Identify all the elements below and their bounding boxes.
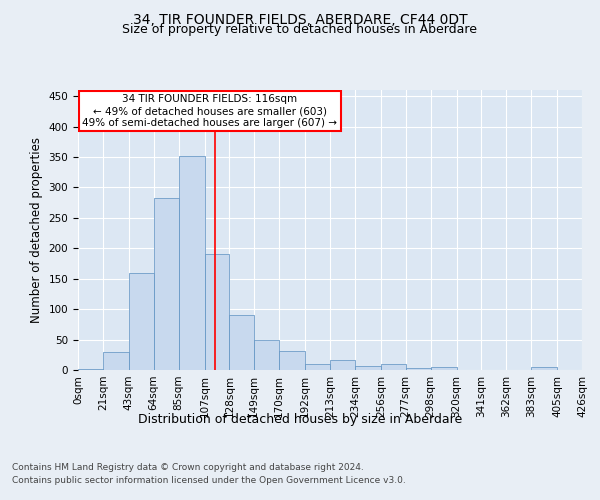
Text: Contains HM Land Registry data © Crown copyright and database right 2024.: Contains HM Land Registry data © Crown c… [12, 462, 364, 471]
Bar [279, 351, 305, 370]
Text: 34, TIR FOUNDER FIELDS, ABERDARE, CF44 0DT: 34, TIR FOUNDER FIELDS, ABERDARE, CF44 0… [133, 12, 467, 26]
Bar [254, 340, 279, 370]
Bar [79, 91, 341, 132]
Text: Size of property relative to detached houses in Aberdare: Size of property relative to detached ho… [122, 22, 478, 36]
Text: Contains public sector information licensed under the Open Government Licence v3: Contains public sector information licen… [12, 476, 406, 485]
Bar [330, 360, 355, 370]
Bar [381, 364, 406, 370]
Text: Distribution of detached houses by size in Aberdare: Distribution of detached houses by size … [138, 412, 462, 426]
Bar [179, 156, 205, 370]
Bar [431, 367, 457, 370]
Bar [78, 369, 103, 370]
Bar [355, 366, 381, 370]
Bar [103, 352, 129, 370]
Bar [129, 272, 154, 370]
Text: 49% of semi-detached houses are larger (607) →: 49% of semi-detached houses are larger (… [82, 118, 337, 128]
Y-axis label: Number of detached properties: Number of detached properties [30, 137, 43, 323]
Bar [154, 198, 179, 370]
Text: 34 TIR FOUNDER FIELDS: 116sqm: 34 TIR FOUNDER FIELDS: 116sqm [122, 94, 297, 104]
Bar [406, 368, 431, 370]
Bar [205, 254, 229, 370]
Bar [305, 364, 330, 370]
Bar [229, 315, 254, 370]
Text: ← 49% of detached houses are smaller (603): ← 49% of detached houses are smaller (60… [92, 106, 326, 117]
Bar [531, 367, 557, 370]
